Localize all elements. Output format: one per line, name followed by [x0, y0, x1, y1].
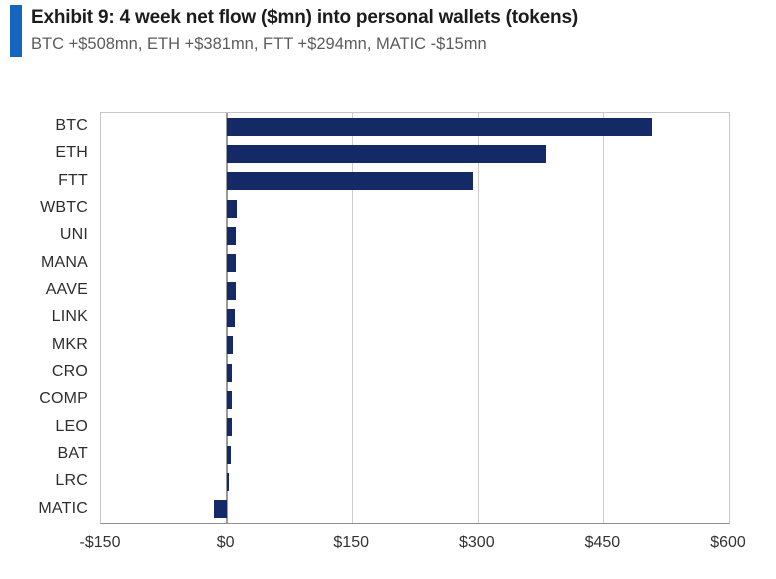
x-tick-label-600: $600 [710, 534, 746, 551]
bar-link [226, 309, 235, 327]
category-label-matic: MATIC [38, 499, 88, 517]
chart-title: Exhibit 9: 4 week net flow ($mn) into pe… [31, 7, 578, 28]
x-tick-label-450: $450 [584, 534, 621, 551]
gridline-300 [477, 113, 479, 523]
bar-eth [226, 145, 546, 163]
bar-bat [226, 445, 231, 464]
category-label-btc: BTC [55, 117, 88, 134]
category-label-link: LINK [51, 308, 88, 326]
x-tick-label-300: $300 [459, 534, 495, 551]
category-label-aave: AAVE [45, 281, 88, 298]
bar-matic [214, 500, 227, 519]
y-axis-category-labels: BTC ETH FTT WBTC UNI MANA AAVE LINK MKR CRO COMP LE… [0, 112, 88, 522]
bar-uni [226, 227, 236, 245]
category-label-mana: MANA [40, 253, 88, 271]
gridline-150 [352, 113, 354, 523]
bar-comp [226, 391, 232, 409]
category-label-uni: UNI [59, 226, 88, 244]
category-label-eth: ETH [55, 144, 88, 162]
category-label-cro: CRO [51, 363, 88, 380]
x-tick-label--150: -$150 [79, 534, 121, 551]
bar-btc [226, 117, 652, 136]
bar-mkr [226, 336, 234, 355]
x-tick-label-0: $0 [216, 534, 235, 551]
category-label-bat: BAT [57, 445, 88, 462]
plot-area [100, 112, 730, 524]
bar-lrc [226, 473, 230, 491]
title-accent-bar [10, 5, 22, 57]
x-axis-tick-labels: -$150 $0 $150 $300 $450 $600 [80, 534, 746, 558]
chart-subtitle: BTC +$508mn, ETH +$381mn, FTT +$294mn, M… [31, 35, 487, 53]
bar-ftt [226, 172, 473, 191]
bar-mana [226, 254, 236, 273]
category-label-leo: LEO [55, 417, 88, 435]
category-label-wbtc: WBTC [40, 199, 88, 216]
bar-aave [226, 281, 236, 300]
category-label-ftt: FTT [58, 171, 88, 189]
x-tick-label-150: $150 [333, 534, 369, 551]
category-label-comp: COMP [39, 390, 88, 408]
bar-wbtc [226, 199, 237, 218]
bar-cro [226, 363, 233, 382]
category-label-mkr: MKR [51, 335, 88, 353]
gridline-450 [603, 113, 605, 523]
bar-leo [226, 418, 232, 437]
category-label-lrc: LRC [55, 472, 88, 490]
